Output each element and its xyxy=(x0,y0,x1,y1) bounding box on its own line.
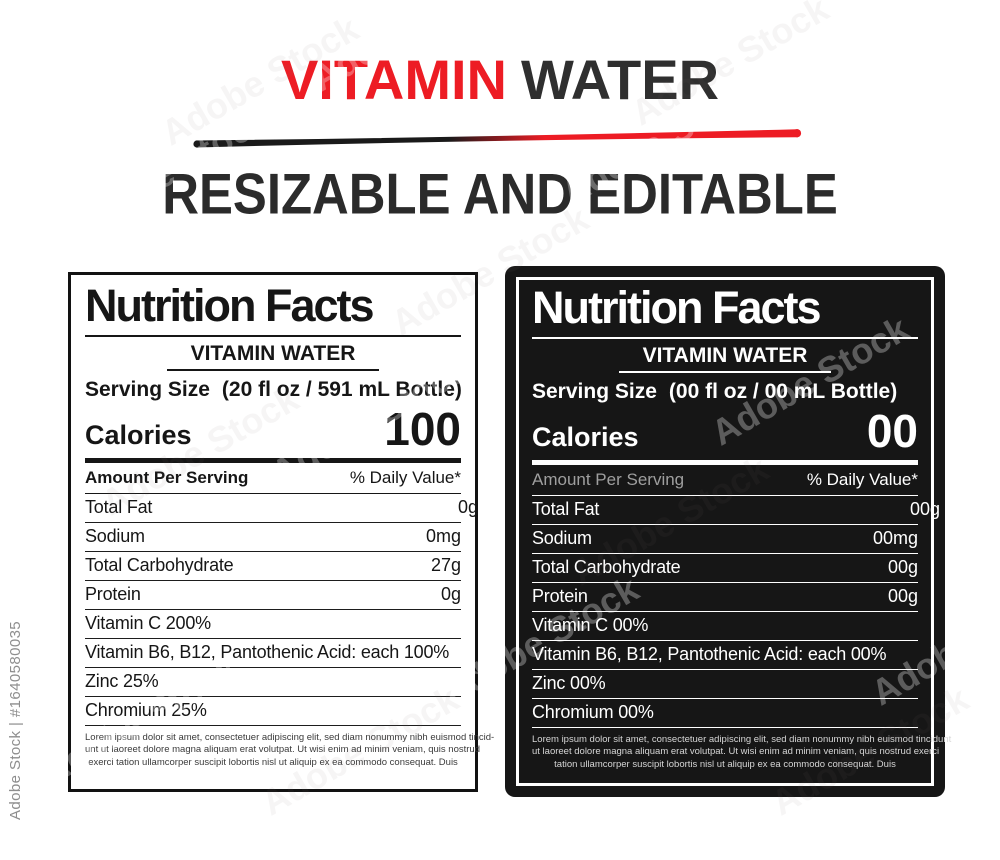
nutrition-label-light: Nutrition Facts VITAMIN WATER Serving Si… xyxy=(68,272,495,792)
nutrient-value: 0mg xyxy=(425,525,461,546)
table-row: Total Fat 0g xyxy=(85,494,478,523)
calories-label: Calories xyxy=(532,421,639,452)
nutrient-name: Protein xyxy=(532,585,588,606)
nutrition-label-dark-inner-frame: Nutrition Facts VITAMIN WATER Serving Si… xyxy=(516,277,952,786)
product-name: VITAMIN WATER xyxy=(190,341,356,365)
divider xyxy=(167,368,379,371)
nutrient-name: Sodium xyxy=(532,527,592,548)
nutrient-name: Vitamin C 200% xyxy=(85,612,211,633)
title-secondary: WATER xyxy=(521,48,720,111)
table-header-row: Amount Per Serving % Daily Value* xyxy=(85,463,461,494)
table-row: Total Carbohydrate 27g xyxy=(85,552,461,581)
nutrient-value: 0g xyxy=(457,496,478,517)
divider-thick xyxy=(85,457,461,463)
divider-thick xyxy=(532,459,918,465)
serving-size-line: Serving Size (20 fl oz / 591 mL Bottle) xyxy=(85,377,462,402)
nutrition-facts-heading: Nutrition Facts xyxy=(532,282,822,333)
nutrient-name: Vitamin B6, B12, Pantothenic Acid: each … xyxy=(85,641,450,662)
nutrition-facts-heading: Nutrition Facts xyxy=(85,280,375,331)
daily-value-header: % Daily Value* xyxy=(349,467,461,487)
nutrient-value: 00g xyxy=(887,556,918,577)
title-primary: VITAMIN xyxy=(280,48,507,111)
nutrient-name: Zinc 00% xyxy=(532,672,606,693)
nutrient-name: Chromium 25% xyxy=(85,699,207,720)
nutrient-value: 00mg xyxy=(872,527,918,548)
table-row: Chromium 00% xyxy=(532,699,918,728)
table-row: Total Fat 00g xyxy=(532,496,940,525)
serving-size-value: (20 fl oz / 591 mL Bottle) xyxy=(221,377,462,401)
serving-size-label: Serving Size xyxy=(85,377,210,401)
page-title: VITAMIN WATER xyxy=(0,52,1000,108)
table-row: Sodium 00mg xyxy=(532,525,918,554)
footnote-line: ut laoreet dolore magna aliquam erat vol… xyxy=(532,746,940,758)
footnote-line: exerci tation ullamcorper suscipit lobor… xyxy=(88,757,458,768)
nutrient-name: Vitamin C 00% xyxy=(532,614,649,635)
table-header-row: Amount Per Serving % Daily Value* xyxy=(532,465,918,496)
nutrient-name: Sodium xyxy=(85,525,145,546)
table-row: Zinc 00% xyxy=(532,670,918,699)
divider xyxy=(85,334,461,337)
nutrient-name: Zinc 25% xyxy=(85,670,159,691)
nutrient-name: Total Fat xyxy=(532,498,600,519)
footnote-line: Lorem ipsum dolor sit amet, consectetuer… xyxy=(532,733,952,745)
nutrient-value: 27g xyxy=(430,554,461,575)
serving-size-label: Serving Size xyxy=(532,379,657,403)
stock-id-watermark: Adobe Stock | #1640580035 xyxy=(7,620,24,820)
page-subtitle: RESIZABLE AND EDITABLE xyxy=(162,162,838,227)
product-name: VITAMIN WATER xyxy=(642,343,808,367)
table-row: Protein 0g xyxy=(85,581,461,610)
table-row: Total Carbohydrate 00g xyxy=(532,554,918,583)
serving-size-value: (00 fl oz / 00 mL Bottle) xyxy=(668,379,898,403)
serving-size-line: Serving Size (00 fl oz / 00 mL Bottle) xyxy=(532,380,918,404)
nutrient-value: 00g xyxy=(909,498,940,519)
footnote-line: tation ullamcorper suscipit lobortis nis… xyxy=(554,759,896,770)
nutrient-name: Protein xyxy=(85,583,141,604)
calories-value: 00 xyxy=(866,405,918,458)
table-row: Vitamin C 00% xyxy=(532,612,918,641)
nutrient-name: Total Fat xyxy=(85,496,153,517)
daily-value-header: % Daily Value* xyxy=(806,469,918,489)
nutrition-label-dark: Nutrition Facts VITAMIN WATER Serving Si… xyxy=(505,266,952,797)
table-row: Sodium 0mg xyxy=(85,523,461,552)
table-row: Chromium 25% xyxy=(85,697,461,726)
table-row: Vitamin B6, B12, Pantothenic Acid: each … xyxy=(85,639,461,668)
footnote: Lorem ipsum dolor sit amet, consectetuer… xyxy=(85,731,495,770)
amount-per-serving-header: Amount Per Serving xyxy=(85,467,249,487)
nutrient-value: 0g xyxy=(440,583,461,604)
footnote-line: Lorem ipsum dolor sit amet, consectetuer… xyxy=(85,731,495,743)
table-row: Vitamin B6, B12, Pantothenic Acid: each … xyxy=(532,641,918,670)
amount-per-serving-header: Amount Per Serving xyxy=(532,469,685,489)
footnote-line: unt ut laoreet dolore magna aliquam erat… xyxy=(85,744,480,756)
divider xyxy=(619,370,831,373)
table-row: Protein 00g xyxy=(532,583,918,612)
nutrient-name: Vitamin B6, B12, Pantothenic Acid: each … xyxy=(532,643,887,664)
calories-value: 100 xyxy=(384,403,461,456)
footnote: Lorem ipsum dolor sit amet, consectetuer… xyxy=(532,733,952,772)
table-row: Zinc 25% xyxy=(85,668,461,697)
calories-label: Calories xyxy=(85,419,192,450)
nutrient-name: Total Carbohydrate xyxy=(532,556,681,577)
nutrient-name: Chromium 00% xyxy=(532,701,654,722)
divider xyxy=(532,336,918,339)
table-row: Vitamin C 200% xyxy=(85,610,461,639)
calories-row: Calories 00 xyxy=(532,406,918,454)
nutrient-value: 00g xyxy=(887,585,918,606)
divider-swoosh-graphic xyxy=(193,129,802,148)
calories-row: Calories 100 xyxy=(85,404,461,452)
nutrient-name: Total Carbohydrate xyxy=(85,554,234,575)
